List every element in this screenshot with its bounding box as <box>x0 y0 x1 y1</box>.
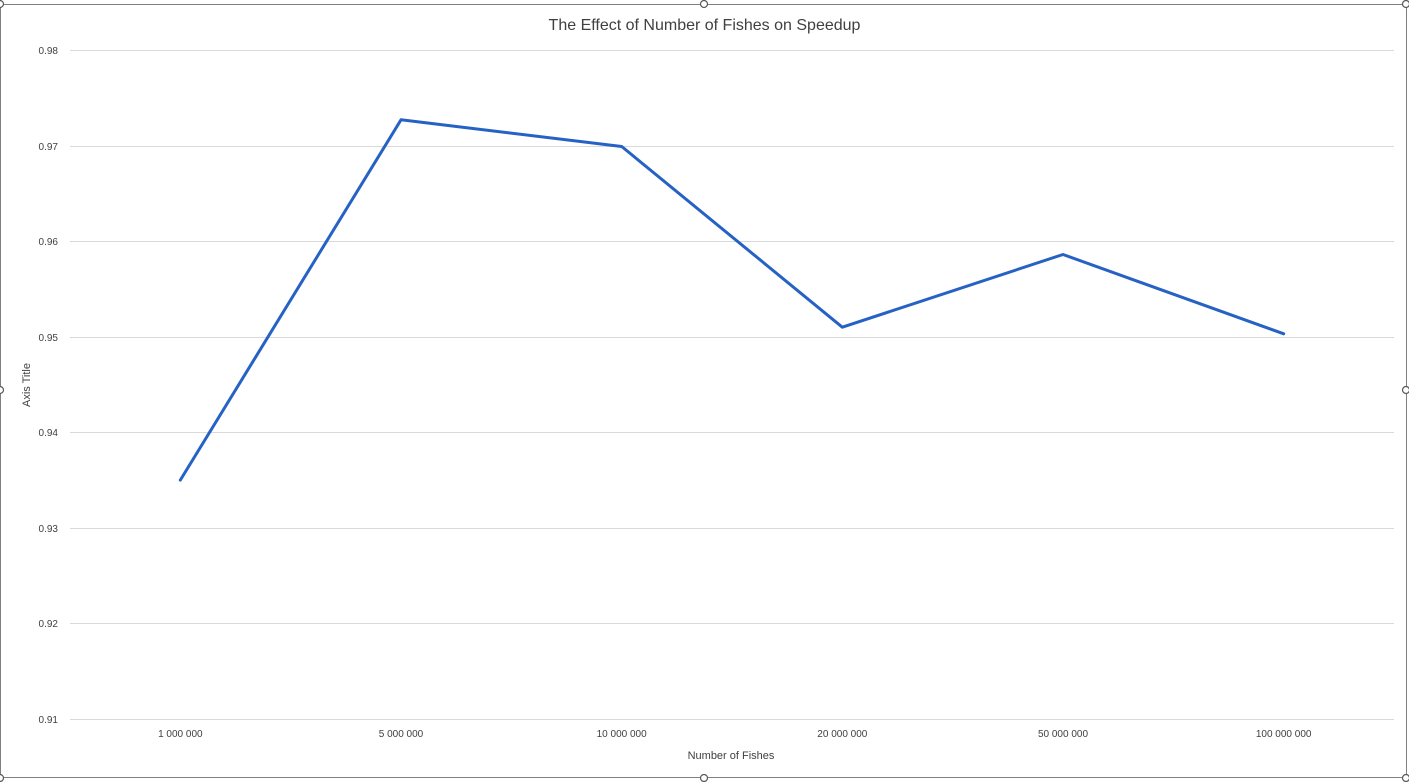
y-tick-label: 0.92 <box>39 619 59 630</box>
data-point[interactable] <box>1280 330 1288 338</box>
y-tick-label: 0.94 <box>39 428 59 439</box>
y-tick-label: 0.98 <box>39 46 59 57</box>
x-tick-label: 20 000 000 <box>817 729 867 740</box>
resize-handle-bottom-left[interactable] <box>0 773 5 782</box>
y-tick-label: 0.91 <box>39 715 59 726</box>
resize-handle-right[interactable] <box>1401 385 1409 395</box>
resize-handle-bottom[interactable] <box>699 773 709 782</box>
resize-handle-left[interactable] <box>0 385 5 395</box>
gridlines <box>70 50 1394 720</box>
chart-border <box>0 4 1407 778</box>
x-tick-label: 5 000 000 <box>379 729 424 740</box>
x-tick-label: 10 000 000 <box>597 729 647 740</box>
resize-handle-bottom-right[interactable] <box>1401 773 1409 782</box>
x-tick-label: 50 000 000 <box>1038 729 1088 740</box>
resize-handle-top[interactable] <box>699 0 709 9</box>
data-point[interactable] <box>176 476 184 484</box>
data-point[interactable] <box>397 116 405 124</box>
data-point[interactable] <box>618 143 626 151</box>
series-layer <box>176 116 1288 484</box>
series-line[interactable] <box>178 118 1286 482</box>
x-tick-labels: 1 000 000 5 000 000 10 000 000 20 000 000 50… <box>158 729 1312 740</box>
x-tick-label: 100 000 000 <box>1256 729 1312 740</box>
y-tick-labels: 0.91 0.92 0.93 0.94 0.95 0.96 0.97 0.98 <box>39 46 59 726</box>
x-tick-label: 1 000 000 <box>158 729 203 740</box>
data-point[interactable] <box>1059 251 1067 259</box>
y-axis-title[interactable]: Axis Title <box>21 363 33 407</box>
y-tick-label: 0.96 <box>39 237 59 248</box>
chart-title[interactable]: The Effect of Number of Fishes on Speedu… <box>549 17 861 34</box>
resize-handle-top-right[interactable] <box>1401 0 1409 9</box>
y-tick-label: 0.93 <box>39 524 59 535</box>
x-axis-title[interactable]: Number of Fishes <box>688 750 775 762</box>
y-tick-label: 0.97 <box>39 142 59 153</box>
data-point[interactable] <box>838 323 846 331</box>
resize-handle-top-left[interactable] <box>0 0 5 9</box>
y-tick-label: 0.95 <box>39 333 59 344</box>
